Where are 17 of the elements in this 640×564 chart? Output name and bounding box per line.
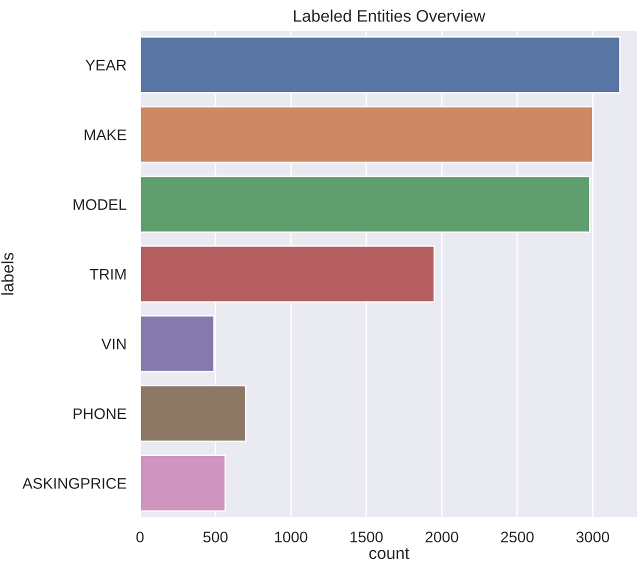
chart-title: Labeled Entities Overview bbox=[294, 10, 486, 22]
x-tick-label: 0 bbox=[136, 532, 144, 542]
y-tick-label: MODEL bbox=[74, 199, 126, 210]
y-tick-label: YEAR bbox=[86, 60, 126, 70]
x-tick-label: 2500 bbox=[501, 532, 534, 542]
y-tick-label: TRIM bbox=[90, 269, 126, 280]
y-tick-label: VIN bbox=[101, 338, 126, 350]
y-axis-title: labels bbox=[1, 252, 14, 295]
x-tick-label: 1000 bbox=[275, 532, 308, 542]
x-tick-label: 1500 bbox=[350, 532, 383, 542]
x-tick-label: 500 bbox=[203, 532, 228, 542]
y-tick-label: MAKE bbox=[84, 130, 126, 140]
x-tick-label: 2000 bbox=[426, 532, 458, 542]
y-tick-label: ASKINGPRICE bbox=[22, 478, 126, 489]
x-tick-label: 3000 bbox=[576, 532, 610, 542]
x-axis-title: count bbox=[369, 548, 410, 560]
y-tick-label: PHONE bbox=[74, 408, 126, 420]
